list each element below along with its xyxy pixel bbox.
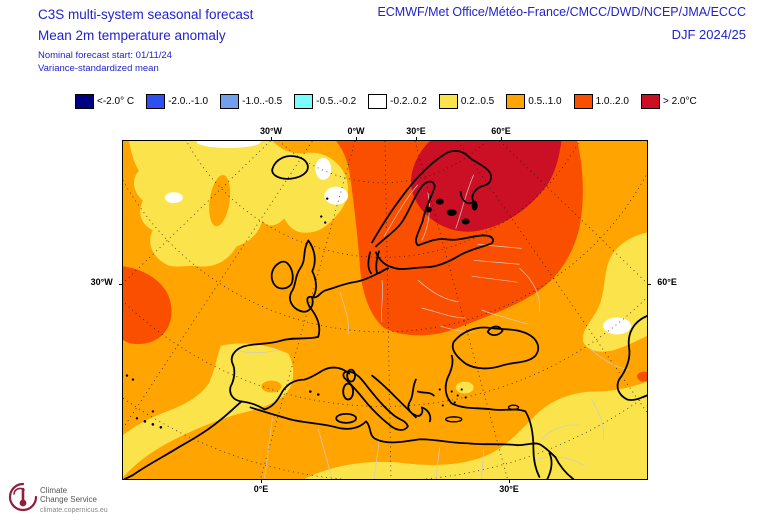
legend-item: <-2.0° C (75, 94, 134, 109)
axis-label-top-30e: 30°E (406, 126, 426, 136)
legend-item: 1.0..2.0 (573, 94, 629, 109)
legend-swatch (368, 94, 388, 109)
legend-item: -1.0..-0.5 (220, 94, 282, 109)
legend-label: <-2.0° C (97, 96, 135, 107)
copernicus-logo (6, 481, 40, 522)
axis-label-top-60e: 60°E (491, 126, 511, 136)
page-title: C3S multi-system seasonal forecast (38, 7, 254, 22)
logo-line1: Climate (40, 486, 68, 495)
tick-bottom-30e (509, 479, 510, 483)
legend-swatch (506, 94, 526, 109)
legend-item: 0.5..1.0 (506, 94, 562, 109)
legend-item: -0.5..-0.2 (294, 94, 356, 109)
header-left: C3S multi-system seasonal forecast Mean … (38, 4, 253, 75)
tick-right-60e (647, 284, 651, 285)
islands (125, 197, 467, 429)
axis-label-left-30w: 30°W (90, 277, 113, 287)
page-subtitle: Mean 2m temperature anomaly (38, 28, 226, 43)
logo-line2: Change Service (40, 495, 97, 504)
forecast-map: 30°W 0°W 30°E 60°E 30°W 60°E 0°E 30°E (91, 126, 677, 494)
legend-label: 1.0..2.0 (595, 96, 629, 107)
legend-label: 0.5..1.0 (528, 96, 562, 107)
logo-text: Climate Change Service (40, 486, 97, 504)
anomaly-field (123, 141, 647, 479)
forecast-start-note: Nominal forecast start: 01/11/24 (38, 50, 172, 61)
legend-swatch (294, 94, 314, 109)
color-legend: <-2.0° C -2.0..-1.0 -1.0..-0.5 -0.5..-0.… (75, 94, 697, 109)
coastlines (124, 150, 647, 479)
legend-label: -2.0..-1.0 (168, 96, 209, 107)
variance-note: Variance-standardized mean (38, 63, 159, 74)
legend-swatch (573, 94, 593, 109)
tick-top-30e (416, 137, 417, 141)
legend-swatch (220, 94, 240, 109)
legend-label: 0.2..0.5 (460, 96, 495, 107)
tick-bottom-0e (261, 479, 262, 483)
axis-label-bottom-0e: 0°E (253, 484, 269, 495)
axis-label-right-60e: 60°E (657, 277, 677, 287)
legend-item: 0.2..0.5 (438, 94, 495, 109)
anomaly-map-canvas (123, 141, 647, 479)
legend-swatch (146, 94, 166, 109)
legend-item: -2.0..-1.0 (146, 94, 208, 109)
legend-swatch (75, 94, 94, 109)
graticule (123, 141, 647, 479)
axis-label-top-30w: 30°W (259, 126, 283, 136)
legend-label: -0.5..-0.2 (316, 96, 357, 107)
legend-swatch (438, 94, 458, 109)
axis-label-top-0w: 0°W (347, 126, 365, 136)
forecast-centers: ECMWF/Met Office/Météo-France/CMCC/DWD/N… (377, 5, 746, 19)
logo-url: climate.copernicus.eu (40, 507, 108, 514)
legend-label: -0.2..0.2 (390, 96, 427, 107)
legend-swatch (640, 94, 660, 109)
tick-top-0w (356, 137, 357, 141)
climate-change-service-icon (8, 482, 38, 512)
forecast-season: DJF 2024/25 (671, 27, 746, 42)
axis-label-bottom-30e: 30°E (499, 484, 519, 495)
header-right: ECMWF/Met Office/Météo-France/CMCC/DWD/N… (377, 5, 746, 42)
legend-label: > 2.0°C (662, 96, 697, 107)
tick-left-30w (119, 284, 123, 285)
legend-label: -1.0..-0.5 (242, 96, 283, 107)
legend-item: > 2.0°C (640, 94, 697, 109)
tick-top-30w (271, 137, 272, 141)
legend-item: -0.2..0.2 (368, 94, 427, 109)
tick-top-60e (501, 137, 502, 141)
